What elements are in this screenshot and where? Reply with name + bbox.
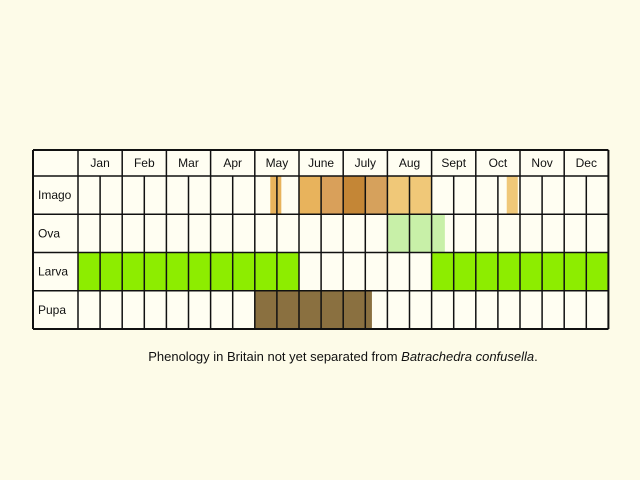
month-label-june: June <box>308 156 334 170</box>
month-label-sept: Sept <box>441 156 466 170</box>
row-label-larva: Larva <box>38 265 68 279</box>
chart-caption: Phenology in Britain not yet separated f… <box>0 349 640 364</box>
phenology-span-imago-0 <box>270 176 282 215</box>
phenology-span-pupa-0 <box>254 290 372 329</box>
month-label-may: May <box>266 156 289 170</box>
phenology-span-ova-0 <box>387 214 445 253</box>
month-label-feb: Feb <box>134 156 155 170</box>
caption-species: Batrachedra confusella <box>401 349 535 364</box>
row-label-imago: Imago <box>38 188 72 202</box>
phenology-span-imago-1 <box>299 176 322 215</box>
month-label-apr: Apr <box>223 156 242 170</box>
phenology-span-imago-6 <box>506 176 518 215</box>
month-label-oct: Oct <box>489 156 508 170</box>
month-label-aug: Aug <box>399 156 420 170</box>
caption-end: . <box>534 349 538 364</box>
caption-text: Phenology in Britain not yet separated f… <box>148 349 402 364</box>
row-label-pupa: Pupa <box>38 303 66 317</box>
month-label-mar: Mar <box>178 156 199 170</box>
month-label-jan: Jan <box>90 156 109 170</box>
row-label-ova: Ova <box>38 226 60 240</box>
phenology-span-imago-3 <box>343 176 366 215</box>
month-label-dec: Dec <box>576 156 597 170</box>
phenology-span-imago-4 <box>365 176 388 215</box>
month-label-nov: Nov <box>531 156 552 170</box>
month-label-july: July <box>355 156 376 170</box>
